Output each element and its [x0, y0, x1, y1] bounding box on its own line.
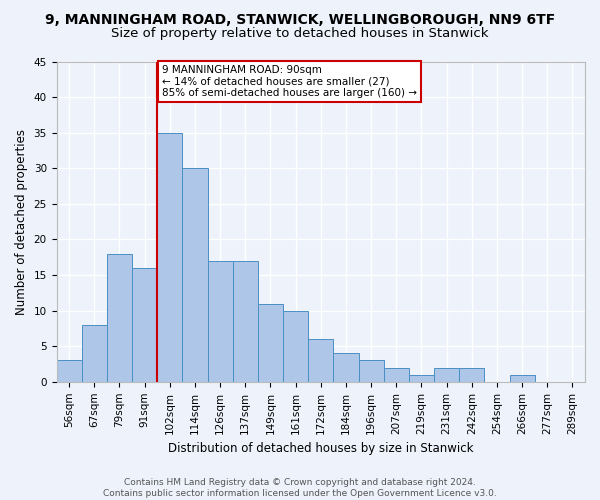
Bar	[509, 374, 535, 382]
Bar	[107, 254, 132, 382]
Y-axis label: Number of detached properties: Number of detached properties	[15, 128, 28, 314]
Bar	[434, 368, 459, 382]
Bar	[132, 268, 157, 382]
Text: 9, MANNINGHAM ROAD, STANWICK, WELLINGBOROUGH, NN9 6TF: 9, MANNINGHAM ROAD, STANWICK, WELLINGBOR…	[45, 12, 555, 26]
Text: Contains HM Land Registry data © Crown copyright and database right 2024.
Contai: Contains HM Land Registry data © Crown c…	[103, 478, 497, 498]
Bar	[56, 360, 82, 382]
Bar	[182, 168, 208, 382]
Text: 9 MANNINGHAM ROAD: 90sqm
← 14% of detached houses are smaller (27)
85% of semi-d: 9 MANNINGHAM ROAD: 90sqm ← 14% of detach…	[162, 65, 417, 98]
Bar	[283, 310, 308, 382]
Bar	[233, 261, 258, 382]
Bar	[258, 304, 283, 382]
Bar	[157, 132, 182, 382]
Bar	[409, 374, 434, 382]
X-axis label: Distribution of detached houses by size in Stanwick: Distribution of detached houses by size …	[168, 442, 473, 455]
Bar	[383, 368, 409, 382]
Bar	[459, 368, 484, 382]
Bar	[208, 261, 233, 382]
Bar	[82, 325, 107, 382]
Text: Size of property relative to detached houses in Stanwick: Size of property relative to detached ho…	[111, 28, 489, 40]
Bar	[334, 354, 359, 382]
Bar	[359, 360, 383, 382]
Bar	[308, 339, 334, 382]
